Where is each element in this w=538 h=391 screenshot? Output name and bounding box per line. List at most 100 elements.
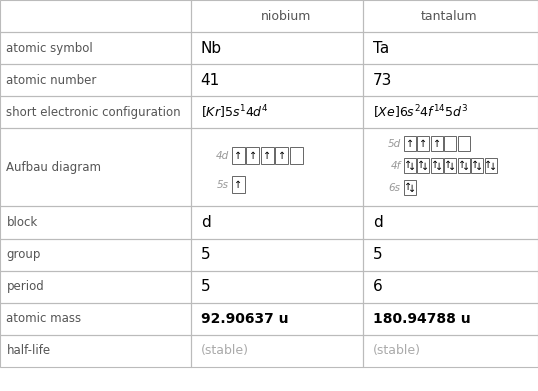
Bar: [0, 335, 191, 367]
Text: tantalum: tantalum: [421, 9, 478, 23]
Text: 41: 41: [201, 73, 220, 88]
Bar: [0, 206, 191, 239]
Bar: [363, 303, 538, 335]
Text: ↑: ↑: [406, 139, 414, 149]
Text: ↓: ↓: [408, 162, 416, 172]
Bar: [431, 136, 443, 151]
Text: ↑: ↑: [430, 160, 439, 170]
Bar: [191, 206, 363, 239]
Bar: [363, 0, 538, 32]
Bar: [417, 136, 429, 151]
Text: Ta: Ta: [373, 41, 389, 56]
Text: ↓: ↓: [462, 162, 470, 172]
Text: ↑: ↑: [404, 182, 412, 192]
Text: d: d: [373, 215, 383, 230]
Bar: [191, 64, 363, 96]
Text: ↑: ↑: [484, 160, 493, 170]
Bar: [444, 136, 456, 151]
Bar: [191, 32, 363, 64]
Bar: [191, 335, 363, 367]
Bar: [191, 239, 363, 271]
Bar: [363, 32, 538, 64]
Bar: [0, 239, 191, 271]
Text: 5s: 5s: [217, 179, 229, 190]
Bar: [232, 147, 245, 164]
Bar: [261, 147, 274, 164]
Text: 5: 5: [201, 247, 210, 262]
Text: Nb: Nb: [201, 41, 222, 56]
Text: half-life: half-life: [6, 344, 51, 357]
Text: block: block: [6, 216, 38, 229]
Text: ↑: ↑: [263, 151, 272, 161]
Bar: [363, 206, 538, 239]
Bar: [0, 64, 191, 96]
Bar: [232, 176, 245, 193]
Bar: [363, 96, 538, 128]
Text: ↑: ↑: [404, 160, 412, 170]
Bar: [363, 335, 538, 367]
Bar: [417, 158, 429, 173]
Bar: [444, 158, 456, 173]
Text: 6: 6: [373, 279, 383, 294]
Text: d: d: [201, 215, 210, 230]
Bar: [404, 180, 416, 195]
Text: short electronic configuration: short electronic configuration: [6, 106, 181, 119]
Text: ↑: ↑: [278, 151, 286, 161]
Text: ↑: ↑: [234, 151, 243, 161]
Bar: [191, 128, 363, 206]
Text: ↑: ↑: [419, 139, 428, 149]
Bar: [471, 158, 483, 173]
Text: atomic symbol: atomic symbol: [6, 41, 93, 55]
Text: atomic number: atomic number: [6, 74, 97, 87]
Text: 6s: 6s: [389, 183, 401, 193]
Bar: [485, 158, 497, 173]
Text: 5d: 5d: [387, 139, 401, 149]
Text: (stable): (stable): [201, 344, 249, 357]
Bar: [0, 128, 191, 206]
Text: ↑: ↑: [249, 151, 257, 161]
Bar: [363, 239, 538, 271]
Bar: [458, 158, 470, 173]
Text: ↓: ↓: [475, 162, 484, 172]
Text: 180.94788 u: 180.94788 u: [373, 312, 470, 326]
Bar: [191, 271, 363, 303]
Text: ↓: ↓: [448, 162, 457, 172]
Text: ↓: ↓: [408, 184, 416, 194]
Bar: [0, 271, 191, 303]
Text: $[Kr]5s^{1}4d^{4}$: $[Kr]5s^{1}4d^{4}$: [201, 104, 268, 121]
Bar: [458, 136, 470, 151]
Text: ↑: ↑: [457, 160, 466, 170]
Bar: [290, 147, 303, 164]
Text: Aufbau diagram: Aufbau diagram: [6, 161, 102, 174]
Text: (stable): (stable): [373, 344, 421, 357]
Bar: [246, 147, 259, 164]
Text: 4d: 4d: [215, 151, 229, 161]
Bar: [191, 96, 363, 128]
Text: ↑: ↑: [234, 179, 243, 190]
Text: atomic mass: atomic mass: [6, 312, 82, 325]
Bar: [0, 32, 191, 64]
Bar: [363, 271, 538, 303]
Text: niobium: niobium: [261, 9, 312, 23]
Bar: [191, 0, 363, 32]
Text: ↑: ↑: [433, 139, 441, 149]
Text: 92.90637 u: 92.90637 u: [201, 312, 288, 326]
Bar: [0, 0, 191, 32]
Text: 4f: 4f: [391, 161, 401, 171]
Bar: [0, 96, 191, 128]
Bar: [404, 158, 416, 173]
Text: 5: 5: [373, 247, 383, 262]
Text: 73: 73: [373, 73, 392, 88]
Text: ↑: ↑: [417, 160, 426, 170]
Bar: [191, 303, 363, 335]
Bar: [431, 158, 443, 173]
Bar: [363, 128, 538, 206]
Text: ↑: ↑: [471, 160, 479, 170]
Text: ↓: ↓: [435, 162, 443, 172]
Bar: [404, 136, 416, 151]
Bar: [363, 64, 538, 96]
Text: ↓: ↓: [421, 162, 430, 172]
Text: ↓: ↓: [489, 162, 497, 172]
Text: $[Xe]6s^{2}4f^{14}5d^{3}$: $[Xe]6s^{2}4f^{14}5d^{3}$: [373, 104, 469, 121]
Text: ↑: ↑: [444, 160, 452, 170]
